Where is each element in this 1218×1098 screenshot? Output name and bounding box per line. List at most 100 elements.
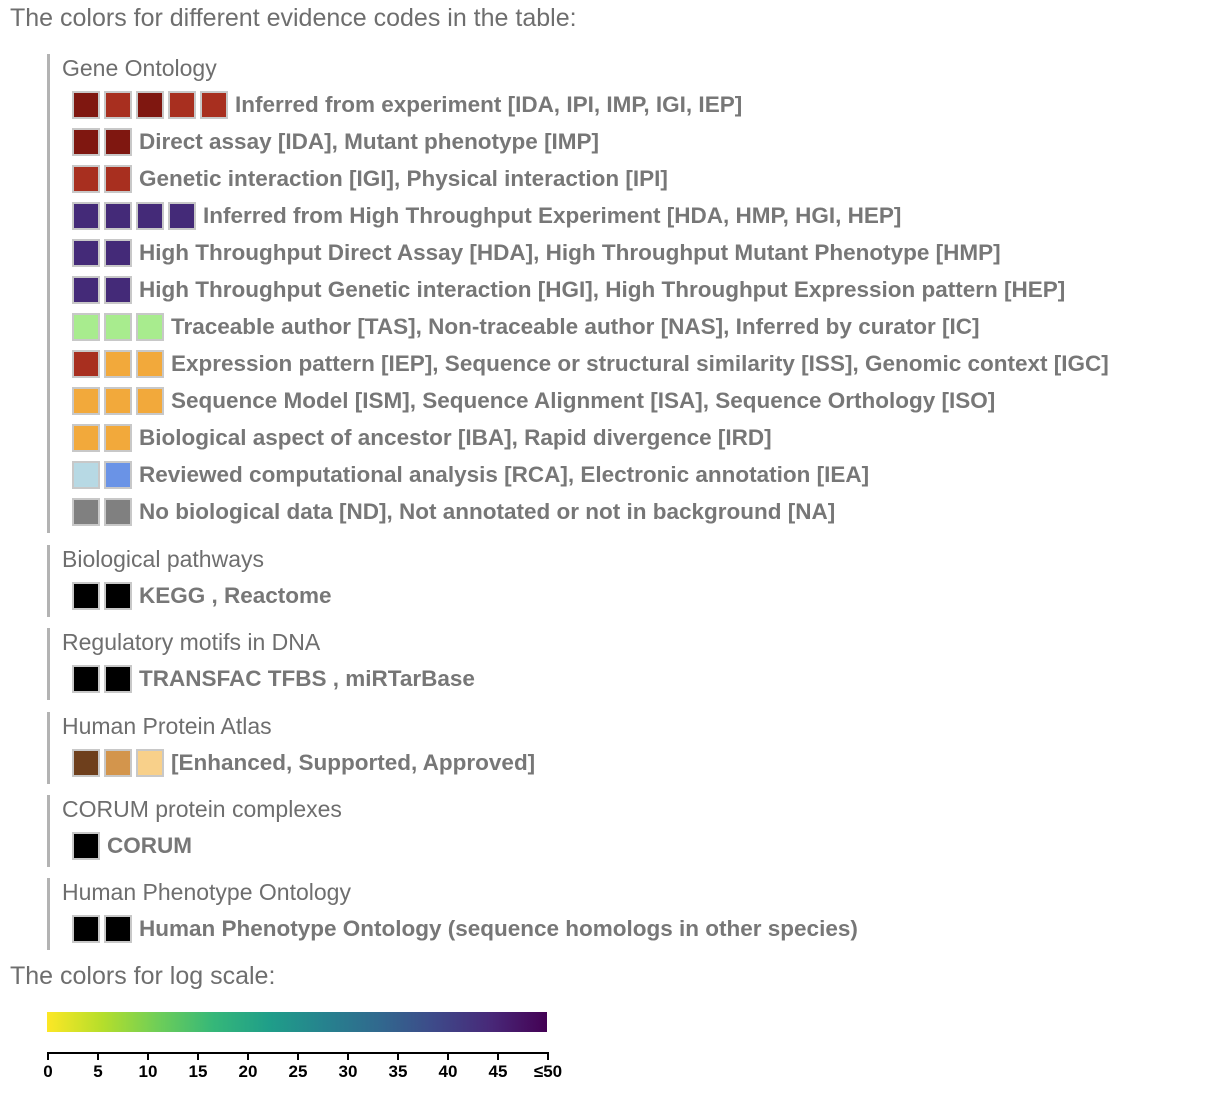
axis-tick-label: 0	[43, 1062, 53, 1081]
color-swatch	[104, 165, 132, 193]
legend-row-label: Traceable author [TAS], Non-traceable au…	[171, 314, 980, 339]
legend-row: Expression pattern [IEP], Sequence or st…	[72, 348, 1109, 380]
color-swatch	[136, 313, 164, 341]
axis-tick	[47, 1052, 49, 1060]
color-swatch	[136, 387, 164, 415]
axis-tick	[97, 1052, 99, 1060]
color-swatch	[72, 276, 100, 304]
color-swatch	[104, 915, 132, 943]
legend-row: Human Phenotype Ontology (sequence homol…	[72, 913, 858, 945]
log-scale-gradient-bar	[47, 1012, 547, 1032]
axis-tick	[197, 1052, 199, 1060]
legend-row: Biological aspect of ancestor [IBA], Rap…	[72, 422, 772, 454]
color-swatch	[104, 461, 132, 489]
color-swatch	[72, 165, 100, 193]
legend-row-label: No biological data [ND], Not annotated o…	[139, 499, 836, 524]
color-swatch	[72, 202, 100, 230]
axis-tick-label: 5	[93, 1062, 103, 1081]
color-swatch	[104, 239, 132, 267]
legend-row: Reviewed computational analysis [RCA], E…	[72, 459, 869, 491]
color-swatch	[104, 350, 132, 378]
color-swatch	[104, 91, 132, 119]
axis-tick	[447, 1052, 449, 1060]
legend-row-label: Direct assay [IDA], Mutant phenotype [IM…	[139, 129, 600, 154]
color-swatch	[104, 498, 132, 526]
color-swatch	[136, 91, 164, 119]
legend-row-label: TRANSFAC TFBS , miRTarBase	[139, 666, 475, 691]
color-swatch	[72, 424, 100, 452]
axis-tick	[347, 1052, 349, 1060]
color-swatch	[104, 582, 132, 610]
legend-row-label: High Throughput Direct Assay [HDA], High…	[139, 240, 1001, 265]
color-swatch	[104, 424, 132, 452]
axis-tick-label: 25	[288, 1062, 308, 1081]
legend-row: CORUM	[72, 830, 192, 862]
legend-row: KEGG , Reactome	[72, 580, 332, 612]
color-swatch	[72, 498, 100, 526]
legend-row-label: [Enhanced, Supported, Approved]	[171, 750, 536, 775]
legend-row-label: CORUM	[107, 833, 192, 858]
legend-row: High Throughput Direct Assay [HDA], High…	[72, 237, 1001, 269]
legend-group: Gene Ontology Inferred from experiment [I…	[47, 54, 1109, 533]
axis-tick	[497, 1052, 499, 1060]
legend-row-label: Inferred from experiment [IDA, IPI, IMP,…	[235, 92, 743, 117]
axis-tick	[247, 1052, 249, 1060]
color-swatch	[72, 582, 100, 610]
color-swatch	[72, 832, 100, 860]
legend-row-label: Sequence Model [ISM], Sequence Alignment…	[171, 388, 996, 413]
legend-row-label: Genetic interaction [IGI], Physical inte…	[139, 166, 668, 191]
color-swatch	[72, 915, 100, 943]
color-swatch	[72, 461, 100, 489]
legend-group-title: Human Phenotype Ontology	[62, 879, 351, 905]
legend-row-label: Expression pattern [IEP], Sequence or st…	[171, 351, 1109, 376]
color-swatch	[104, 387, 132, 415]
color-swatch	[72, 665, 100, 693]
legend-row: Sequence Model [ISM], Sequence Alignment…	[72, 385, 995, 417]
axis-tick-label: 20	[238, 1062, 258, 1081]
color-swatch	[72, 350, 100, 378]
legend-row-label: KEGG , Reactome	[139, 583, 332, 608]
axis-tick-label: ≤50	[533, 1062, 563, 1081]
evidence-colors-heading: The colors for different evidence codes …	[10, 4, 577, 32]
color-swatch	[168, 202, 196, 230]
axis-tick-label: 10	[138, 1062, 158, 1081]
legend-row: No biological data [ND], Not annotated o…	[72, 496, 835, 528]
legend-group: Regulatory motifs in DNA TRANSFAC TFBS , …	[47, 628, 475, 700]
color-swatch	[104, 665, 132, 693]
legend-row-label: Inferred from High Throughput Experiment…	[203, 203, 902, 228]
legend-row: Genetic interaction [IGI], Physical inte…	[72, 163, 668, 195]
axis-tick-label: 45	[488, 1062, 508, 1081]
legend-group: Human Protein Atlas [Enhanced, Supported,…	[47, 712, 535, 784]
legend-row: Traceable author [TAS], Non-traceable au…	[72, 311, 979, 343]
axis-tick-label: 15	[188, 1062, 208, 1081]
legend-group-title: Regulatory motifs in DNA	[62, 629, 321, 655]
color-swatch	[72, 387, 100, 415]
axis-tick-label: 30	[338, 1062, 358, 1081]
legend-row: TRANSFAC TFBS , miRTarBase	[72, 663, 475, 695]
legend-group-title: Human Protein Atlas	[62, 713, 272, 739]
legend-row: [Enhanced, Supported, Approved]	[72, 747, 535, 779]
log-scale: 0 5 10 15 20 25 30 35 40 45 ≤50	[43, 1012, 562, 1098]
color-swatch	[104, 276, 132, 304]
legend-row: Inferred from experiment [IDA, IPI, IMP,…	[72, 89, 742, 121]
axis-tick-label: 40	[438, 1062, 458, 1081]
legend-group-title: Gene Ontology	[62, 55, 217, 81]
color-swatch	[136, 749, 164, 777]
color-swatch	[136, 350, 164, 378]
legend-group: CORUM protein complexes CORUM	[47, 795, 342, 867]
axis-tick	[547, 1052, 549, 1060]
legend-row: Inferred from High Throughput Experiment…	[72, 200, 901, 232]
legend-row-label: Human Phenotype Ontology (sequence homol…	[139, 916, 858, 941]
log-scale-heading: The colors for log scale:	[10, 962, 276, 990]
color-swatch	[104, 128, 132, 156]
color-swatch	[72, 128, 100, 156]
legend-group: Biological pathways KEGG , Reactome	[47, 545, 332, 617]
color-swatch	[104, 313, 132, 341]
color-swatch	[72, 91, 100, 119]
axis-tick	[147, 1052, 149, 1060]
legend-group-title: CORUM protein complexes	[62, 796, 342, 822]
color-swatch	[72, 239, 100, 267]
color-swatch	[72, 749, 100, 777]
color-swatch	[168, 91, 196, 119]
axis-tick	[297, 1052, 299, 1060]
